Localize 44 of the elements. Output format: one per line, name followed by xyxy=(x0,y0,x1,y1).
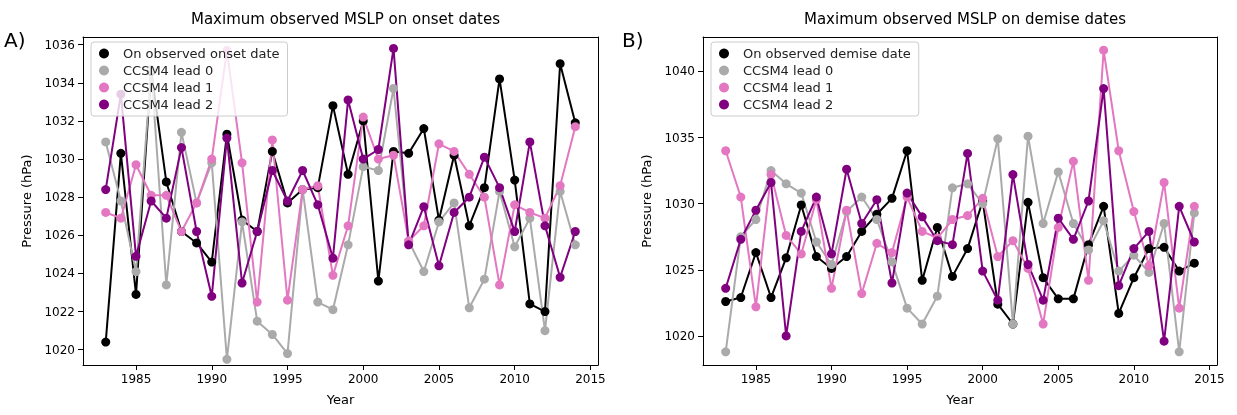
y-tick-label: 1020 xyxy=(664,328,695,343)
x-axis-title: Year xyxy=(325,392,355,407)
y-tick-label: 1034 xyxy=(44,75,75,90)
y-tick-label: 1028 xyxy=(44,190,75,205)
x-tick-label: 2015 xyxy=(1194,372,1225,386)
text: B) xyxy=(622,28,644,52)
x-tick-label: 1985 xyxy=(740,372,772,386)
y-tick-label: 1026 xyxy=(44,228,75,243)
y-tick-label: 1035 xyxy=(664,130,695,145)
y-axis-title: Pressure (hPa) xyxy=(639,154,654,248)
x-axis-title: Year xyxy=(945,392,975,407)
y-tick-label: 1036 xyxy=(44,37,75,52)
x-tick-label: 2000 xyxy=(347,372,379,386)
chart-title: Maximum observed MSLP on onset dates xyxy=(190,9,501,28)
x-tick-label: 2010 xyxy=(1118,372,1150,386)
x-tick-label: 1995 xyxy=(272,372,303,386)
y-tick-label: 1030 xyxy=(664,196,695,211)
x-tick-label: 2010 xyxy=(499,372,530,386)
legend-label: CCSM4 lead 1 xyxy=(743,80,834,95)
text: A) xyxy=(4,28,26,52)
legend-label: CCSM4 lead 2 xyxy=(743,97,834,112)
y-tick-label: 1032 xyxy=(44,113,75,128)
x-tick-label: 2000 xyxy=(967,372,998,386)
y-tick-label: 1024 xyxy=(44,266,75,281)
y-tick-label: 1022 xyxy=(44,304,75,319)
x-tick-label: 1990 xyxy=(816,372,847,386)
legend-label: CCSM4 lead 0 xyxy=(123,63,214,78)
legend-label: CCSM4 lead 0 xyxy=(743,63,834,78)
x-tick-label: 2005 xyxy=(423,372,455,386)
legend-label: On observed demise date xyxy=(743,46,911,61)
chart-title: Maximum observed MSLP on demise dates xyxy=(803,9,1127,28)
y-tick-label: 1020 xyxy=(44,342,75,357)
y-tick-label: 1040 xyxy=(664,64,695,79)
x-tick-label: 1990 xyxy=(196,372,228,386)
x-tick-label: 1995 xyxy=(891,372,923,386)
legend-label: CCSM4 lead 2 xyxy=(123,97,214,112)
x-tick-label: 1985 xyxy=(120,372,152,386)
x-tick-label: 2005 xyxy=(1042,372,1074,386)
y-tick-label: 1030 xyxy=(44,152,75,167)
legend-label: CCSM4 lead 1 xyxy=(123,80,214,95)
y-tick-label: 1025 xyxy=(664,262,695,277)
x-tick-label: 2015 xyxy=(575,372,606,386)
legend-label: On observed onset date xyxy=(123,46,280,61)
y-axis-title: Pressure (hPa) xyxy=(19,154,34,248)
